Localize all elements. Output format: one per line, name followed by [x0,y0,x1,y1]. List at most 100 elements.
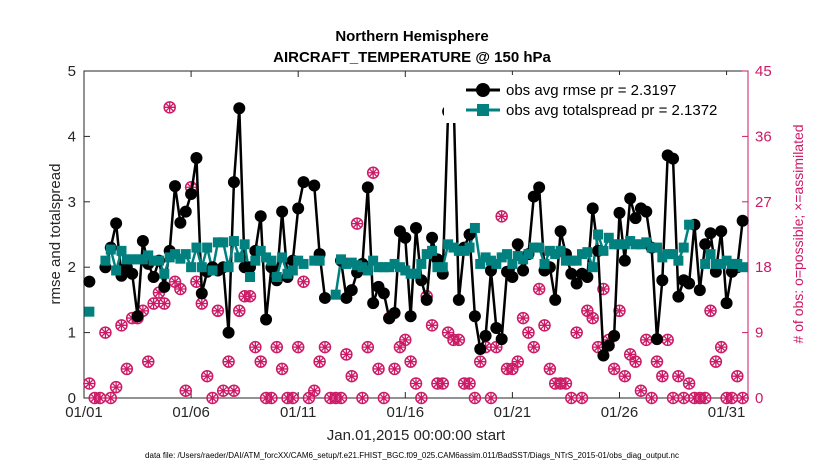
spread-marker [421,249,432,260]
y-tick-label: 5 [68,63,76,80]
obs-assimilated-marker [613,305,625,317]
spread-marker [544,245,555,256]
spread-marker [191,242,202,253]
obs-assimilated-marker [121,363,133,375]
spread-marker [84,306,95,317]
obs-assimilated-marker [276,363,288,375]
y-axis-label-right: # of obs: o=possible; ×=assimilated [790,124,806,343]
obs-assimilated-marker [705,305,717,317]
rmse-marker [511,238,524,251]
spread-marker [614,239,625,250]
spread-marker [443,239,454,250]
rmse-marker [474,342,487,355]
rmse-marker [110,217,123,230]
rmse-marker [656,274,669,287]
obs-assimilated-marker [667,392,679,404]
obs-assimilated-marker [153,287,165,299]
obs-assimilated-marker [560,377,572,389]
obs-assimilated-marker [528,341,540,353]
obs-assimilated-marker [271,341,283,353]
spread-marker [255,245,266,256]
spread-marker [411,268,421,279]
rmse-marker [650,333,663,346]
rmse-marker [490,322,503,335]
obs-assimilated-marker [656,370,668,382]
legend-spread-label: obs avg totalspread pr = 2.1372 [506,102,717,119]
rmse-marker [479,329,492,342]
y-right-tick-label: 36 [755,128,772,145]
rmse-marker [126,267,139,280]
rmse-marker [136,235,149,248]
data-file-footer: data file: /Users/raeder/DAI/ATM_forcXX/… [145,451,679,460]
rmse-marker [233,102,246,115]
spread-marker [352,260,363,271]
rmse-marker [629,212,642,225]
spread-marker [153,255,164,266]
obs-assimilated-marker [367,167,379,179]
rmse-marker [533,181,546,194]
obs-assimilated-marker [592,341,604,353]
obs-assimilated-marker [539,319,551,331]
rmse-marker [345,284,358,297]
spread-marker [662,249,673,260]
spread-marker [437,262,448,273]
obs-assimilated-marker [565,392,577,404]
obs-assimilated-marker [581,305,593,317]
spread-marker [550,249,561,260]
rmse-marker [736,214,749,227]
spread-marker [175,253,186,264]
y-tick-label: 4 [68,128,76,145]
obs-assimilated-marker [726,392,738,404]
y-right-tick-label: 18 [755,259,772,276]
obs-assimilated-marker [437,377,449,389]
obs-assimilated-marker [464,377,476,389]
spread-marker [566,255,577,266]
spread-marker [651,242,662,253]
spread-marker [207,265,218,276]
rmse-marker [318,291,331,304]
rmse-marker [586,202,599,215]
spread-marker [716,258,727,269]
obs-assimilated-marker [244,290,256,302]
obs-assimilated-marker [624,348,636,360]
spread-marker [218,237,229,248]
rmse-marker [83,275,96,288]
rmse-marker [640,205,653,218]
obs-assimilated-marker [164,101,176,113]
obs-assimilated-marker [308,385,320,397]
spread-marker [684,219,695,230]
obs-assimilated-marker [640,334,652,346]
rmse-marker [367,297,380,310]
rmse-marker [361,181,374,194]
spread-marker [512,251,523,262]
spread-marker [341,258,352,269]
spread-marker [127,254,138,265]
obs-assimilated-marker [474,356,486,368]
spread-marker [678,242,689,253]
rmse-marker [222,326,235,339]
obs-assimilated-marker [715,341,727,353]
rmse-marker [174,216,187,229]
obs-assimilated-marker [335,392,347,404]
obs-assimilated-marker [99,327,111,339]
rmse-marker [195,287,208,300]
x-tick-label: 01/21 [494,404,532,421]
spread-marker [469,222,480,233]
rmse-marker [581,271,594,284]
spread-marker [298,258,309,269]
spread-marker [164,252,175,263]
rmse-marker [495,333,508,346]
spread-marker [737,262,748,273]
obs-assimilated-marker [672,370,684,382]
obs-assimilated-marker [314,356,326,368]
rmse-marker [254,210,267,223]
obs-assimilated-marker [533,283,545,295]
obs-assimilated-marker [340,348,352,360]
y-right-tick-label: 0 [755,390,763,407]
obs-assimilated-marker [255,356,267,368]
rmse-marker [169,180,182,193]
spread-marker [635,239,646,250]
rmse-marker [715,225,728,238]
legend: obs avg rmse pr = 2.3197 obs avg totalsp… [444,75,744,123]
